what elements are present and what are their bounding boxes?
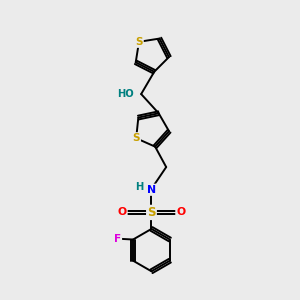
Text: HO: HO [118,89,134,99]
Text: N: N [148,185,157,195]
Text: H: H [135,182,143,191]
Text: S: S [147,206,156,219]
Text: F: F [114,234,121,244]
Text: S: S [135,37,143,47]
Text: O: O [176,207,185,218]
Text: O: O [118,207,127,218]
Text: S: S [132,133,140,143]
